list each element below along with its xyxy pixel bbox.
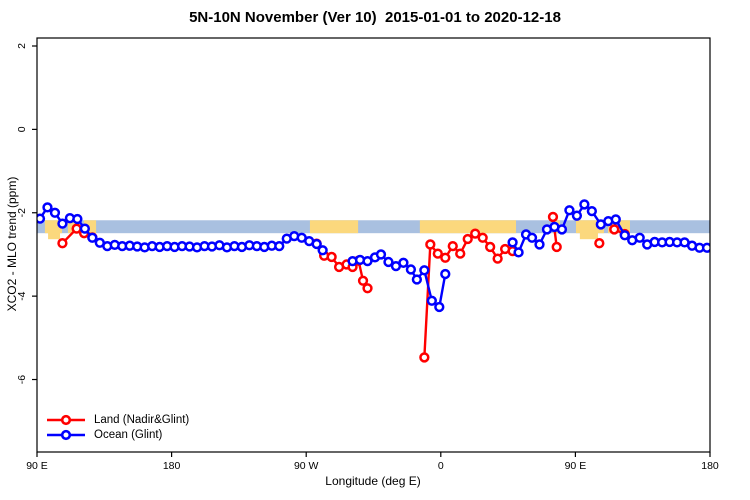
data-point (564, 205, 575, 216)
data-point (470, 228, 481, 239)
data-point (492, 253, 503, 264)
x-axis-title: Longitude (deg E) (325, 474, 421, 488)
data-point (634, 232, 645, 243)
ocean-series-glyph-icon (47, 429, 85, 440)
plot-border (36, 37, 711, 453)
x-tick-label: 90 E (26, 460, 48, 472)
x-tick-label: 0 (438, 460, 444, 472)
data-point (57, 218, 68, 229)
map-strip-ocean (37, 220, 710, 234)
map-strip-land (419, 220, 517, 234)
data-point (534, 239, 545, 250)
legend-item-ocean: Ocean (Glint) (46, 427, 189, 442)
data-point (362, 283, 373, 294)
data-point (383, 256, 394, 268)
data-point (425, 239, 436, 250)
data-point (274, 240, 285, 252)
data-point (609, 224, 620, 235)
data-point (619, 230, 630, 241)
ocean-series (37, 199, 710, 313)
data-point (79, 223, 91, 234)
x-tick-label: 90 E (565, 460, 587, 472)
data-point (87, 232, 98, 243)
data-point (72, 213, 83, 225)
data-point (326, 251, 337, 263)
data-point (462, 233, 473, 245)
data-point (432, 248, 443, 259)
data-point (411, 274, 423, 285)
plot-area (37, 199, 710, 363)
data-point (405, 264, 417, 275)
data-point (485, 241, 496, 253)
x-tick-label: 180 (163, 460, 181, 472)
data-point (317, 245, 328, 256)
data-point (513, 247, 524, 258)
legend-label-ocean: Ocean (Glint) (94, 428, 163, 441)
data-point (357, 275, 369, 286)
data-point (571, 210, 583, 221)
data-point (586, 205, 598, 217)
data-point (362, 255, 373, 267)
data-point (398, 257, 409, 268)
legend: Land (Nadir&Glint) Ocean (Glint) (46, 412, 189, 442)
data-point (507, 237, 518, 248)
x-tick-label: 180 (701, 460, 719, 472)
y-tick-label: 2 (16, 43, 28, 49)
data-point (547, 211, 559, 223)
data-point (556, 224, 568, 235)
land-series-glyph-icon (47, 414, 85, 425)
map-strip-land (619, 220, 630, 234)
y-tick-label: -4 (16, 291, 28, 300)
data-point (477, 232, 488, 243)
data-point (526, 232, 538, 243)
data-point (455, 248, 466, 259)
data-point (375, 249, 387, 260)
data-point (57, 238, 68, 249)
map-strip-land (309, 220, 359, 234)
data-point (594, 238, 605, 249)
data-point (42, 202, 53, 213)
data-point (551, 241, 562, 253)
data-point (37, 213, 46, 224)
data-point (426, 295, 437, 306)
y-tick-label: -2 (16, 208, 28, 217)
data-point (311, 238, 322, 250)
map-strip-land (48, 227, 61, 240)
chart-title: 5N-10N November (Ver 10) 2015-01-01 to 2… (189, 9, 561, 26)
data-point (49, 207, 61, 218)
data-point (440, 252, 451, 263)
data-point (701, 242, 710, 253)
map-strip-land (579, 227, 598, 240)
y-tick-label: 0 (16, 126, 28, 132)
legend-label-land: Land (Nadir&Glint) (94, 413, 190, 426)
data-point (610, 214, 621, 225)
data-point (419, 352, 430, 363)
y-axis-title: XCO2 - MLO trend (ppm) (5, 176, 19, 312)
data-point (440, 268, 451, 280)
legend-item-land: Land (Nadir&Glint) (46, 412, 189, 427)
data-point (579, 199, 590, 210)
y-tick-label: -6 (16, 375, 28, 384)
data-point (434, 301, 445, 313)
x-tick-label: 90 W (294, 460, 319, 472)
data-point (447, 240, 458, 252)
data-point (419, 265, 430, 276)
